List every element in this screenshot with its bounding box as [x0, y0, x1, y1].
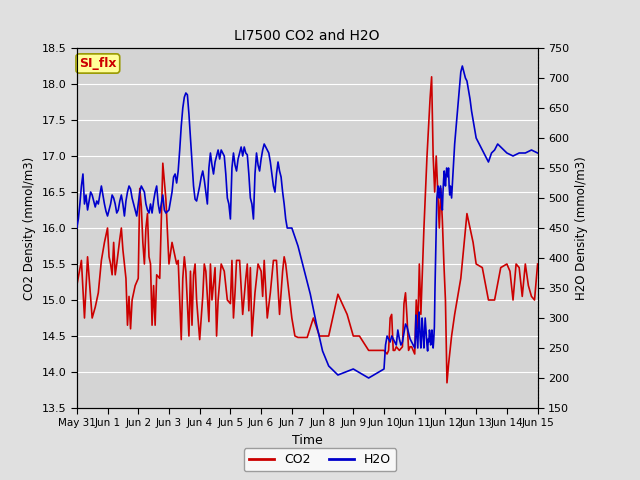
Legend: CO2, H2O: CO2, H2O [244, 448, 396, 471]
X-axis label: Time: Time [292, 434, 323, 447]
Title: LI7500 CO2 and H2O: LI7500 CO2 and H2O [234, 29, 380, 43]
Text: SI_flx: SI_flx [79, 57, 116, 70]
Y-axis label: H2O Density (mmol/m3): H2O Density (mmol/m3) [575, 156, 588, 300]
Y-axis label: CO2 Density (mmol/m3): CO2 Density (mmol/m3) [23, 156, 36, 300]
